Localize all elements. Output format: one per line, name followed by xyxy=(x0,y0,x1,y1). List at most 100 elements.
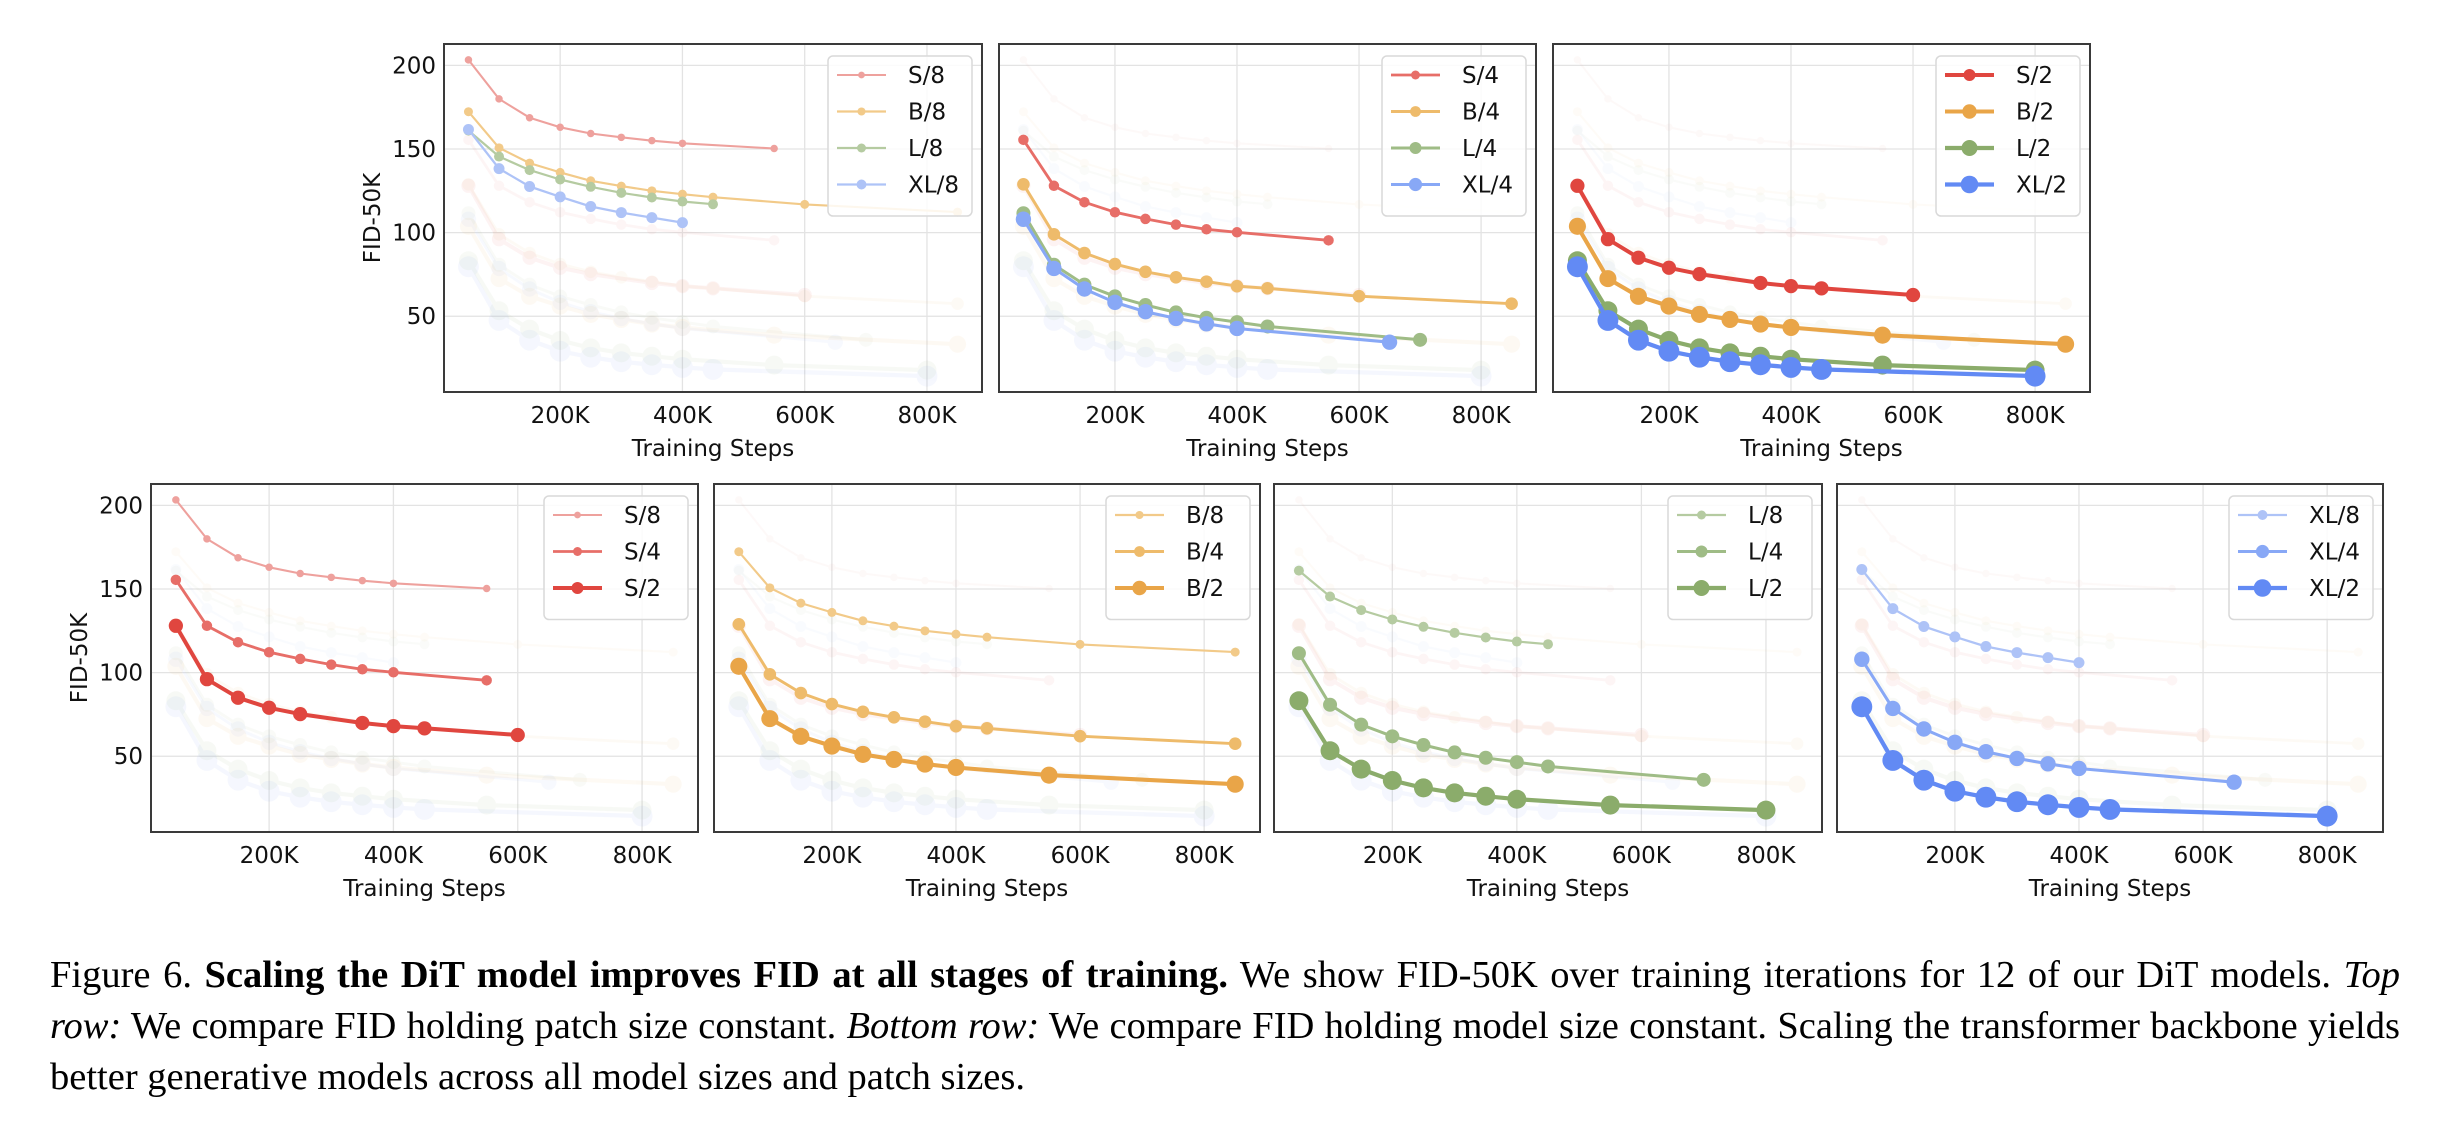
data-point xyxy=(763,668,777,681)
data-point xyxy=(1039,795,1059,815)
data-point xyxy=(1756,800,1776,820)
data-point xyxy=(478,766,496,784)
data-point xyxy=(2042,632,2053,643)
data-point xyxy=(1257,358,1278,380)
background-series-xl-2 xyxy=(728,696,1215,827)
legend-marker-swatch xyxy=(1134,546,1145,557)
data-point xyxy=(1694,181,1705,192)
data-point xyxy=(1226,775,1244,793)
data-point xyxy=(1719,351,1741,373)
data-point xyxy=(1857,547,1867,557)
panel-bottom-model-L: 200K 400K 600K 800K Training Steps L/8 L/4 L/2 xyxy=(1273,483,1823,902)
data-point xyxy=(733,563,745,575)
legend-marker-swatch xyxy=(1132,580,1147,596)
data-point xyxy=(387,657,399,669)
series-polyline xyxy=(1860,652,2266,782)
data-point xyxy=(858,616,868,626)
data-point xyxy=(2010,710,2024,724)
data-point xyxy=(982,632,992,642)
data-point xyxy=(1975,786,1997,808)
caption-italic-bottom-row: Bottom row: xyxy=(846,1005,1040,1047)
x-axis-label: Training Steps xyxy=(342,876,505,902)
data-point xyxy=(1043,675,1055,686)
data-point xyxy=(388,629,398,639)
legend-marker-swatch xyxy=(1963,69,1976,81)
data-point xyxy=(550,330,570,350)
data-point xyxy=(358,576,367,585)
background-series-xl-8 xyxy=(1017,123,1243,229)
data-point xyxy=(462,123,474,135)
data-point xyxy=(2105,639,2115,650)
data-point xyxy=(294,653,306,665)
legend-label: XL/8 xyxy=(2309,503,2360,529)
data-point xyxy=(677,189,687,199)
data-point xyxy=(1139,265,1152,279)
data-point xyxy=(1949,646,1961,658)
x-tick-label: 800K xyxy=(2298,843,2358,869)
data-point xyxy=(493,163,505,175)
legend-marker-swatch xyxy=(1411,70,1420,80)
series-polyline xyxy=(1297,652,1704,782)
data-point xyxy=(2011,659,2023,670)
data-point xyxy=(1354,690,1369,705)
series-polyline xyxy=(466,184,805,297)
data-point xyxy=(796,598,806,608)
data-point xyxy=(1854,651,1870,667)
data-point xyxy=(1201,224,1212,235)
series-polyline xyxy=(1861,569,2111,646)
data-point xyxy=(232,636,244,648)
series-polyline xyxy=(466,259,928,373)
data-point xyxy=(1665,123,1673,132)
data-point xyxy=(1980,621,1991,632)
data-point xyxy=(828,563,836,572)
series-polyline xyxy=(1860,624,2204,737)
data-point xyxy=(1351,759,1371,779)
series-polyline xyxy=(467,218,836,344)
data-point xyxy=(384,758,402,777)
data-point xyxy=(675,315,690,330)
x-tick-label: 600K xyxy=(775,403,835,429)
legend-label: L/2 xyxy=(1748,576,1783,602)
data-point xyxy=(1017,123,1029,135)
data-point xyxy=(823,737,841,755)
legend-box xyxy=(1381,55,1527,217)
background-series-l-4 xyxy=(461,206,873,347)
series-line-l-4 xyxy=(1291,646,1711,787)
data-point xyxy=(1513,579,1521,588)
data-point xyxy=(1078,180,1090,192)
x-tick-label: 800K xyxy=(1175,843,1235,869)
data-point xyxy=(615,207,627,219)
data-point xyxy=(884,783,904,803)
data-point xyxy=(1755,186,1765,196)
background-series-xl-8 xyxy=(1571,123,1797,229)
data-point xyxy=(1509,755,1524,770)
data-point xyxy=(1292,618,1306,631)
caption-label: Figure 6. xyxy=(50,954,192,996)
series-polyline xyxy=(174,699,643,813)
data-point xyxy=(1633,165,1644,176)
data-point xyxy=(357,632,368,643)
data-point xyxy=(1572,134,1583,146)
data-point xyxy=(1226,356,1248,378)
data-point xyxy=(1878,144,1887,153)
data-point xyxy=(1661,260,1677,275)
data-point xyxy=(293,738,308,753)
data-point xyxy=(1512,629,1522,639)
legend-marker-swatch xyxy=(2257,510,2268,520)
caption-text-2: We compare FID holding patch size consta… xyxy=(130,1005,837,1047)
legend-label: XL/2 xyxy=(2309,576,2360,602)
data-point xyxy=(1602,151,1613,162)
data-point xyxy=(770,144,778,153)
legend-marker-swatch xyxy=(858,71,865,79)
legend-label: L/8 xyxy=(1748,503,1783,529)
series-polyline xyxy=(1860,499,2173,590)
data-point xyxy=(1230,647,1240,657)
series-polyline xyxy=(1575,259,2036,373)
data-point xyxy=(1262,199,1273,210)
data-point xyxy=(525,158,535,168)
series-line-b-4 xyxy=(1017,178,1518,311)
legend-marker-swatch xyxy=(1693,580,1710,596)
data-point xyxy=(292,744,308,760)
data-point xyxy=(353,755,371,773)
data-point xyxy=(583,304,599,320)
